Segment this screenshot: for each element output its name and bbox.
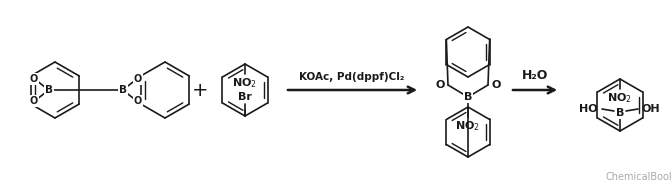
- Text: O: O: [30, 96, 38, 106]
- Text: O: O: [134, 96, 142, 106]
- Text: NO$_2$: NO$_2$: [607, 91, 633, 105]
- Text: NO$_2$: NO$_2$: [232, 76, 258, 90]
- Text: B: B: [45, 85, 53, 95]
- Text: HO: HO: [579, 104, 598, 114]
- Text: B: B: [119, 85, 127, 95]
- Text: H₂O: H₂O: [522, 69, 548, 82]
- Text: Br: Br: [238, 92, 252, 102]
- Text: O: O: [134, 74, 142, 84]
- Text: O: O: [435, 80, 445, 90]
- Text: O: O: [30, 74, 38, 84]
- Text: O: O: [491, 80, 501, 90]
- Text: +: +: [192, 80, 208, 99]
- Text: B: B: [616, 108, 624, 118]
- Text: ChemicalBook: ChemicalBook: [605, 172, 671, 182]
- Text: B: B: [464, 92, 472, 102]
- Text: OH: OH: [642, 104, 661, 114]
- Text: NO$_2$: NO$_2$: [456, 119, 480, 133]
- Text: KOAc, Pd(dppf)Cl₂: KOAc, Pd(dppf)Cl₂: [299, 72, 405, 82]
